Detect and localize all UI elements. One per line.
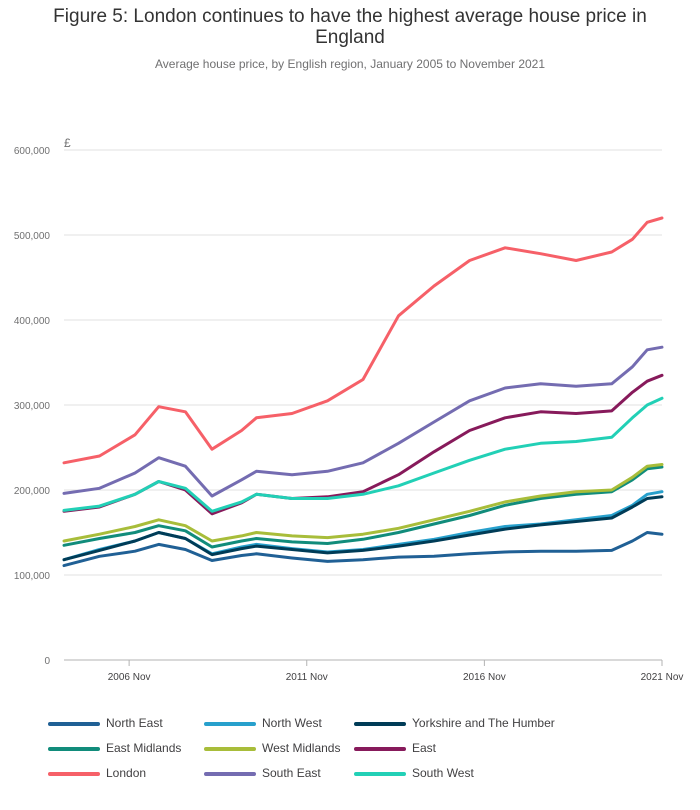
legend-item[interactable]: West Midlands [204, 741, 340, 757]
chart-title: Figure 5: London continues to have the h… [53, 6, 647, 48]
y-tick-label: 600,000 [14, 146, 51, 157]
legend-swatch [354, 721, 406, 726]
x-tick-label: 2011 Nov [286, 672, 328, 683]
legend-swatch [204, 771, 256, 776]
legend-label: East [412, 741, 437, 755]
series-line-west-midlands [62, 463, 664, 543]
legend-item[interactable]: South East [204, 766, 321, 782]
series-line-south-west [62, 396, 664, 513]
gridlines [64, 149, 662, 661]
legend-item[interactable]: Yorkshire and The Humber [354, 716, 555, 732]
legend-label: West Midlands [262, 741, 341, 755]
legend-label: South West [412, 766, 474, 780]
legend-swatch [354, 771, 406, 776]
legend-label: East Midlands [106, 741, 182, 755]
legend-label: Yorkshire and The Humber [412, 716, 555, 730]
y-axis-unit-label: £ [64, 136, 71, 150]
series-line-yorkshire-and-the-humber [62, 495, 664, 562]
legend-swatch [48, 771, 100, 776]
legend-label: South East [262, 766, 321, 780]
legend-item[interactable]: North East [48, 716, 163, 732]
x-tick-label: 2016 Nov [463, 672, 506, 683]
legend-item[interactable]: London [48, 766, 146, 782]
series-line-north-east [62, 531, 664, 568]
legend-swatch [204, 746, 256, 751]
line-chart: 0 100,000 200,000 300,000 400,000 500,000 600,… [14, 136, 684, 683]
legend-item[interactable]: East [354, 741, 436, 757]
legend-label: London [106, 766, 147, 780]
legend-swatch [204, 721, 256, 726]
legend-item[interactable]: North West [204, 716, 322, 732]
legend-item[interactable]: South West [354, 766, 474, 782]
series-lines [62, 216, 664, 568]
x-tick-labels: 2006 Nov 2011 Nov 2016 Nov 2021 Nov [108, 660, 684, 683]
y-tick-label: 300,000 [14, 401, 51, 412]
chart-subtitle: Average house price, by English region, … [154, 57, 546, 71]
y-tick-label: 400,000 [14, 316, 51, 327]
y-tick-label: 200,000 [14, 486, 51, 497]
legend-swatch [48, 746, 100, 751]
y-tick-label: 100,000 [14, 571, 51, 582]
legend-swatch [48, 721, 100, 726]
y-tick-labels: 0 100,000 200,000 300,000 400,000 500,000 600,… [14, 146, 51, 667]
y-tick-label: 500,000 [14, 231, 51, 242]
legend-swatch [354, 746, 406, 751]
series-line-east-midlands [62, 465, 664, 549]
legend-label: North East [106, 716, 163, 730]
x-tick-label: 2021 Nov [641, 672, 684, 683]
series-line-south-east [62, 345, 664, 498]
y-tick-label: 0 [44, 656, 50, 667]
series-line-london [62, 216, 664, 465]
x-tick-label: 2006 Nov [108, 672, 151, 683]
legend-item[interactable]: East Midlands [48, 741, 181, 757]
legend-label: North West [262, 716, 322, 730]
